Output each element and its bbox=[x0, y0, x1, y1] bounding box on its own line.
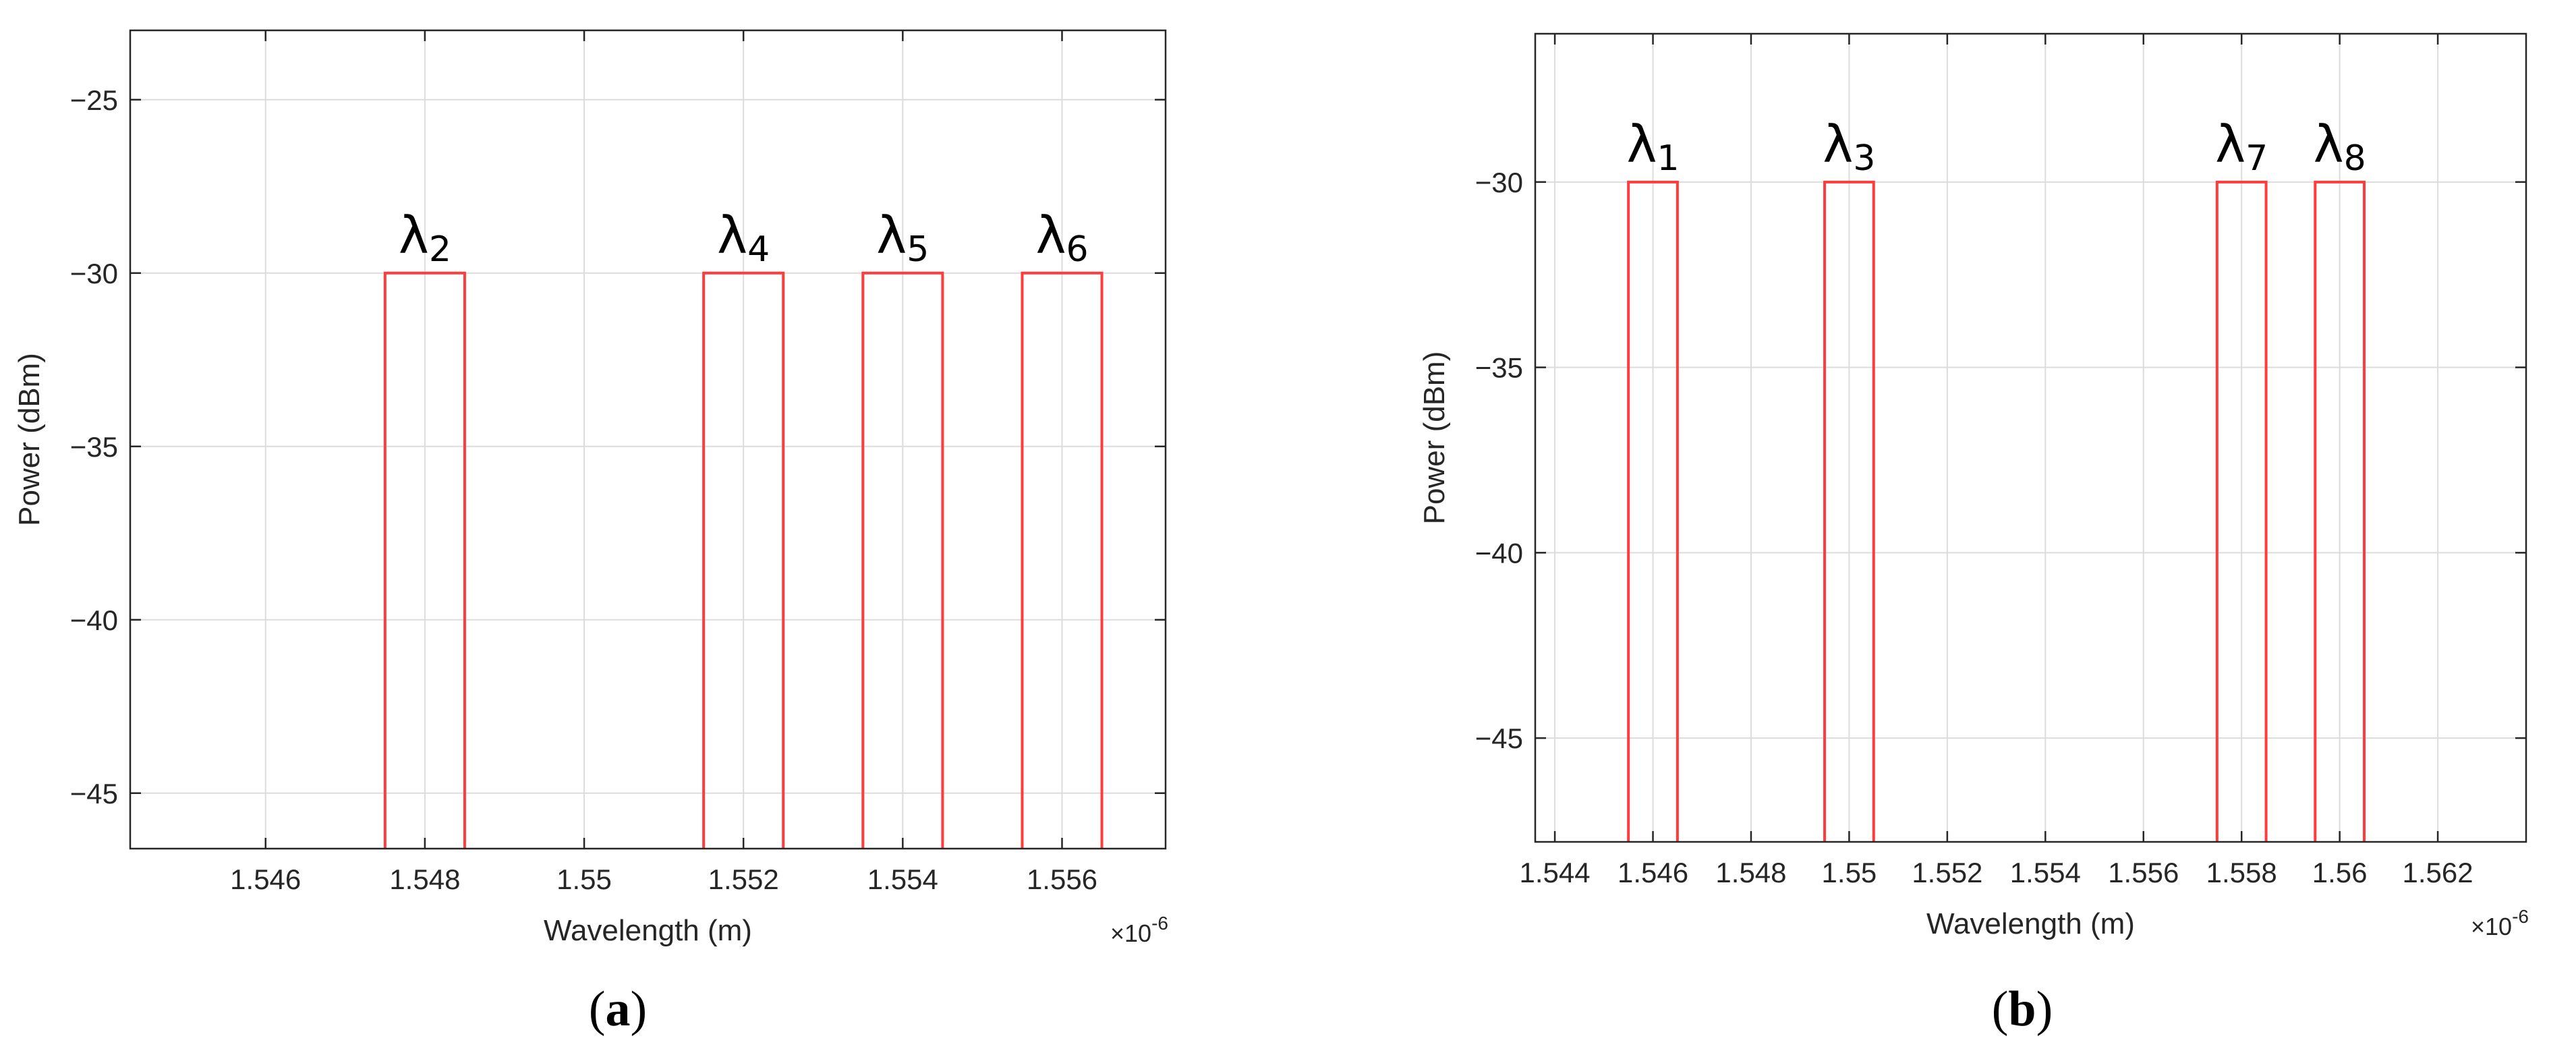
y-tick-label: −30 bbox=[1475, 167, 1523, 198]
peak-8 bbox=[2314, 180, 2366, 842]
x-tick-label: 1.548 bbox=[1715, 857, 1786, 888]
x-tick-label: 1.546 bbox=[1618, 857, 1688, 888]
x-tick-label: 1.552 bbox=[708, 863, 779, 895]
peak-lambda: λ bbox=[1626, 114, 1657, 174]
peak-3 bbox=[1823, 180, 1875, 842]
exponent-power: -6 bbox=[2512, 906, 2529, 927]
peak-7 bbox=[2215, 180, 2268, 842]
panel-caption: (a) bbox=[589, 982, 647, 1037]
exponent-base: ×10 bbox=[2471, 913, 2512, 940]
x-tick-label: 1.55 bbox=[1822, 857, 1877, 888]
exponent-power: -6 bbox=[1151, 913, 1168, 934]
x-tick-label: 1.562 bbox=[2403, 857, 2473, 888]
x-tick-label: 1.554 bbox=[867, 863, 938, 895]
x-tick-label: 1.556 bbox=[2108, 857, 2179, 888]
peak-lambda: λ bbox=[717, 205, 747, 265]
caption-letter: b bbox=[2008, 982, 2036, 1037]
x-tick-label: 1.55 bbox=[556, 863, 612, 895]
peak-label-4: λ4 bbox=[717, 205, 770, 270]
x-tick-label: 1.554 bbox=[2010, 857, 2081, 888]
peak-6 bbox=[1021, 271, 1104, 849]
x-axis-label: Wavelength (m) bbox=[544, 914, 752, 947]
caption-paren-close: ) bbox=[631, 982, 648, 1037]
x-tick-label: 1.544 bbox=[1520, 857, 1591, 888]
peak-lambda: λ bbox=[399, 205, 429, 265]
x-tick-label: 1.548 bbox=[389, 863, 460, 895]
y-tick-label: −40 bbox=[70, 604, 118, 636]
x-axis-label: Wavelength (m) bbox=[1926, 907, 2135, 940]
peak-lambda: λ bbox=[2314, 114, 2344, 174]
series-power bbox=[1627, 180, 2366, 842]
peak-lambda: λ bbox=[876, 205, 907, 265]
axes-box bbox=[129, 29, 1167, 850]
x-tick-label: 1.556 bbox=[1027, 863, 1097, 895]
peak-lambda: λ bbox=[2215, 114, 2245, 174]
peak-lambda: λ bbox=[1035, 205, 1066, 265]
y-tick-label: −35 bbox=[1475, 352, 1523, 384]
x-tick-label: 1.552 bbox=[1912, 857, 1982, 888]
caption-letter: a bbox=[606, 982, 631, 1037]
caption-paren-close: ) bbox=[2036, 982, 2053, 1037]
grid bbox=[130, 30, 1166, 849]
peak-1 bbox=[1627, 180, 1679, 842]
peak-label-8: λ8 bbox=[2314, 114, 2366, 179]
peak-label-3: λ3 bbox=[1823, 114, 1875, 179]
x-tick-label: 1.558 bbox=[2206, 857, 2277, 888]
grid bbox=[1535, 34, 2526, 842]
peak-label-2: λ2 bbox=[399, 205, 451, 270]
y-tick-label: −45 bbox=[1475, 722, 1523, 754]
peak-subscript: 2 bbox=[429, 229, 451, 270]
y-tick-label: −30 bbox=[70, 258, 118, 289]
y-tick-label: −40 bbox=[1475, 537, 1523, 569]
peak-subscript: 5 bbox=[907, 229, 929, 270]
panel-a: λ2 λ4 λ5 λ61.546 1.548 1.55 1.552 1.554 1.556−25… bbox=[13, 29, 1168, 1037]
y-tick-label: −25 bbox=[70, 84, 118, 116]
y-tick-label: −35 bbox=[70, 431, 118, 463]
peak-subscript: 3 bbox=[1853, 138, 1875, 179]
x-tick-label: 1.56 bbox=[2312, 857, 2368, 888]
peak-2 bbox=[383, 271, 466, 849]
peak-subscript: 4 bbox=[747, 229, 770, 270]
peak-4 bbox=[702, 271, 785, 849]
caption-paren-open: ( bbox=[589, 982, 606, 1037]
y-axis-label: Power (dBm) bbox=[1418, 351, 1451, 525]
peak-5 bbox=[861, 271, 944, 849]
peak-subscript: 6 bbox=[1066, 229, 1088, 270]
x-exponent-label: ×10-6 bbox=[1110, 913, 1168, 947]
peak-subscript: 1 bbox=[1657, 138, 1679, 179]
x-exponent-label: ×10-6 bbox=[2471, 906, 2529, 940]
series-power bbox=[383, 271, 1104, 849]
x-tick-label: 1.546 bbox=[230, 863, 301, 895]
exponent-base: ×10 bbox=[1110, 919, 1151, 947]
peak-label-6: λ6 bbox=[1035, 205, 1088, 270]
y-axis-label: Power (dBm) bbox=[13, 353, 46, 526]
peak-subscript: 8 bbox=[2344, 138, 2366, 179]
peak-label-5: λ5 bbox=[876, 205, 929, 270]
panel-b: λ1 λ3 λ7 λ81.544 1.546 1.548 1.55 1.552 1.554 1.5… bbox=[1418, 32, 2529, 1037]
y-tick-label: −45 bbox=[70, 778, 118, 809]
peak-lambda: λ bbox=[1823, 114, 1853, 174]
panel-caption: (b) bbox=[1992, 982, 2053, 1037]
peak-subscript: 7 bbox=[2245, 138, 2268, 179]
caption-paren-open: ( bbox=[1992, 982, 2009, 1037]
peak-label-7: λ7 bbox=[2215, 114, 2268, 179]
peak-label-1: λ1 bbox=[1626, 114, 1679, 179]
axes-box bbox=[1534, 32, 2527, 843]
